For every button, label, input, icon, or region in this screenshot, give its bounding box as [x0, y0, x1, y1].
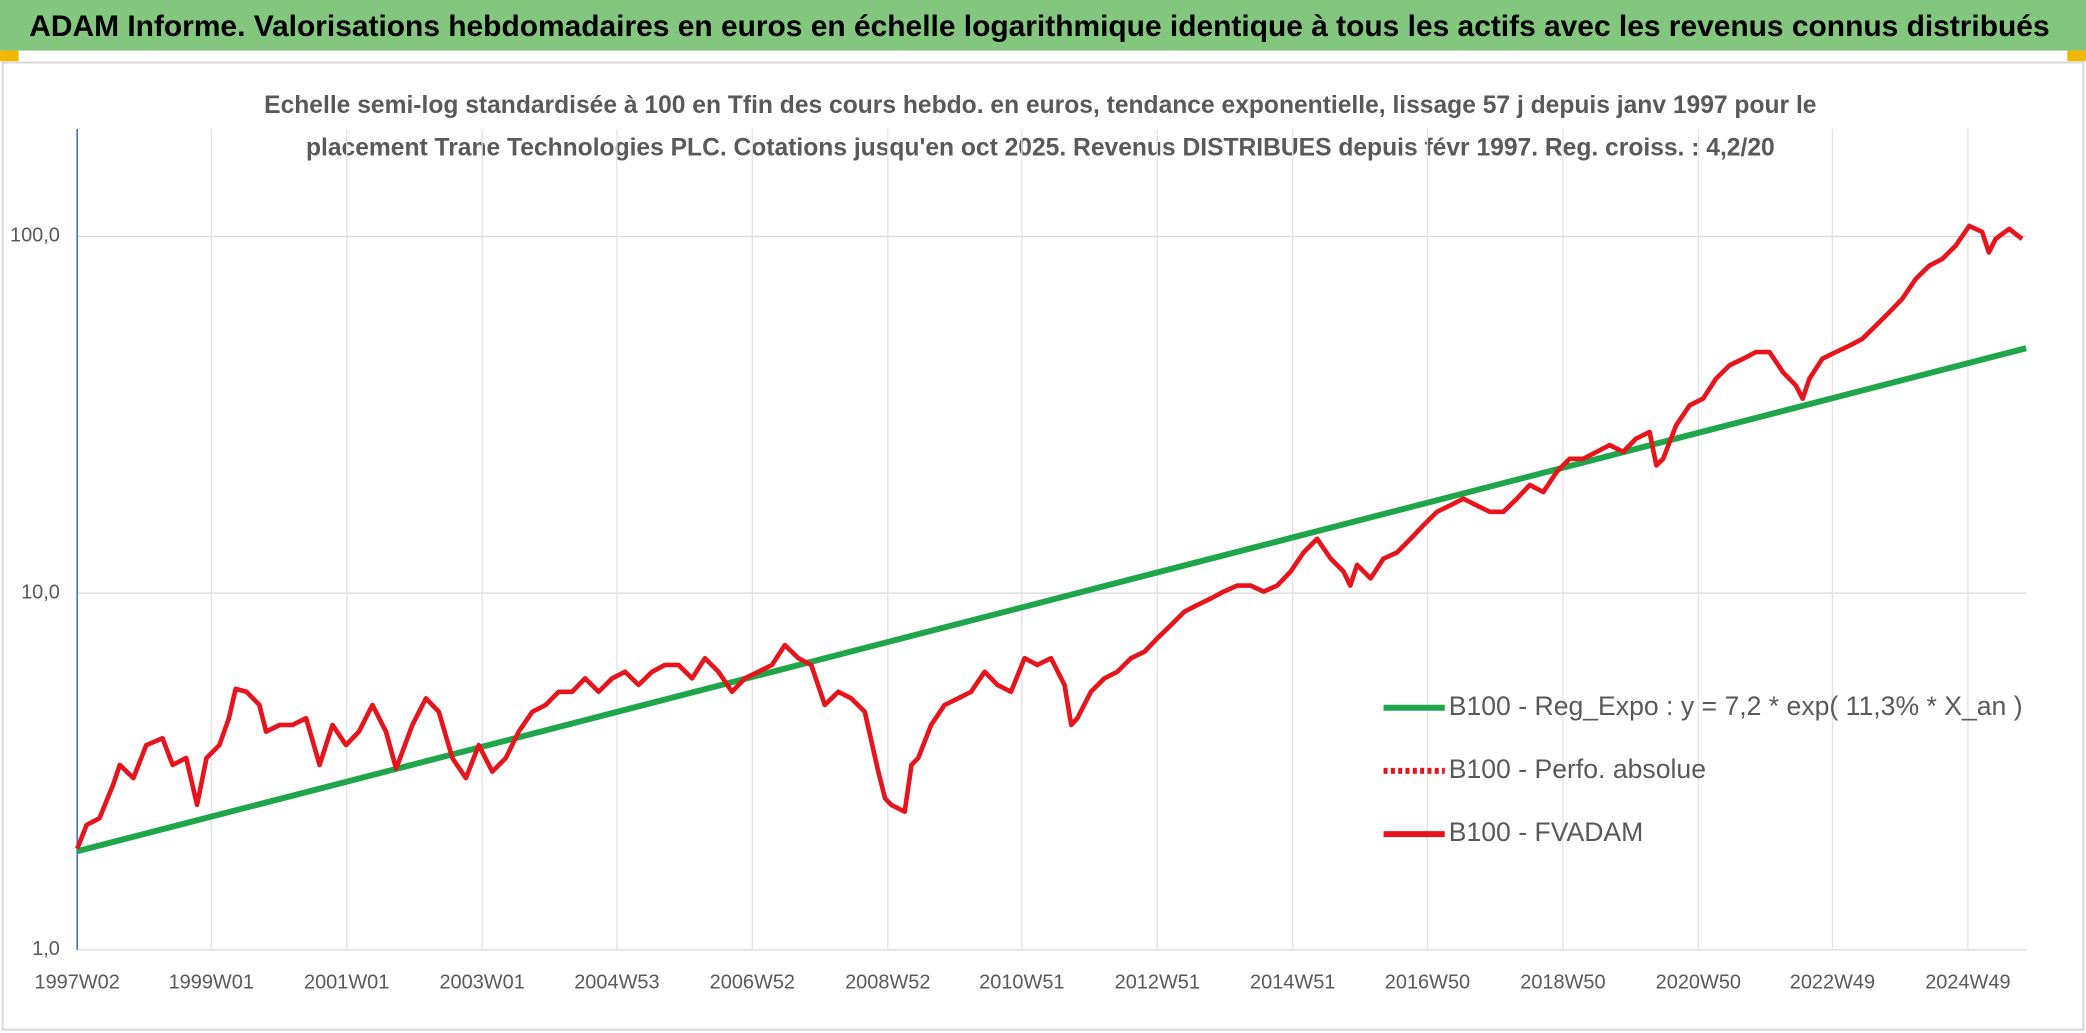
x-tick-label: 2012W51 [1115, 971, 1200, 993]
chart-title: ADAM Informe. Valorisations hebdomadaire… [29, 10, 2049, 43]
chart-subtitle: Echelle semi-log standardisée à 100 en T… [264, 92, 1816, 119]
legend-label: B100 - Reg_Expo : y = 7,2 * exp( 11,3% *… [1449, 691, 2023, 721]
x-tick-label: 2014W51 [1250, 971, 1335, 993]
x-tick-label: 2001W01 [304, 971, 389, 993]
series-line [76, 345, 2027, 855]
x-tick-label: 2004W53 [574, 971, 659, 993]
x-tick-label: 1999W01 [169, 971, 254, 993]
x-tick-label: 2010W51 [979, 971, 1064, 993]
chart-frame [1, 61, 2085, 1031]
chart-subtitle: placement Trane Technologies PLC. Cotati… [306, 134, 1775, 161]
x-tick-label: 2003W01 [439, 971, 524, 993]
y-tick-label: 10,0 [21, 581, 60, 603]
grid: 1,0 10,0 100,0 1997W02 1999W01 2001W01 2003W01… [10, 129, 2027, 993]
x-tick-label: 2016W50 [1385, 971, 1470, 993]
x-tick-label: 1997W02 [35, 971, 120, 993]
corner-mark [2067, 50, 2086, 62]
series-line [75, 223, 2024, 850]
legend: B100 - Reg_Expo : y = 7,2 * exp( 11,3% *… [1383, 691, 2023, 847]
plot [75, 223, 2027, 855]
y-tick-label: 100,0 [10, 225, 60, 247]
corner-mark [0, 50, 19, 62]
x-tick-label: 2006W52 [710, 971, 795, 993]
legend-label: B100 - Perfo. absolue [1449, 754, 1706, 784]
x-tick-label: 2024W49 [1925, 971, 2010, 993]
y-tick-label: 1,0 [32, 938, 60, 960]
x-tick-label: 2020W50 [1656, 971, 1741, 993]
legend-label: B100 - FVADAM [1449, 817, 1644, 847]
x-tick-label: 2022W49 [1790, 971, 1875, 993]
x-tick-label: 2008W52 [845, 971, 930, 993]
x-tick-label: 2018W50 [1520, 971, 1605, 993]
header-bar [0, 0, 2086, 51]
